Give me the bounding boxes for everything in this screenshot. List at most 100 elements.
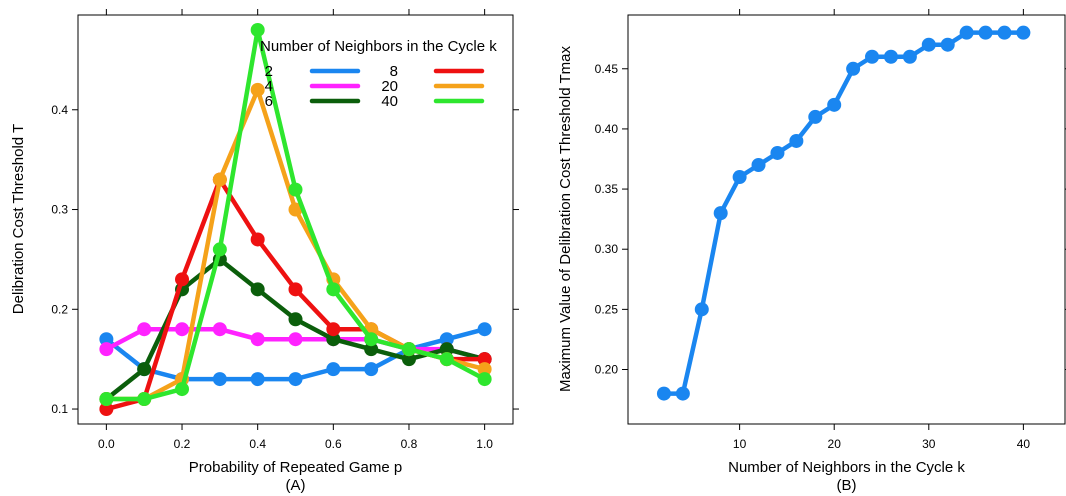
series-k-40 <box>99 22 492 407</box>
data-point <box>978 25 993 40</box>
x-tick-label: 1.0 <box>476 437 493 451</box>
data-point <box>250 282 265 297</box>
data-point <box>175 322 190 337</box>
data-point <box>212 322 227 337</box>
data-point <box>288 372 303 387</box>
data-point <box>212 172 227 187</box>
y-axis-label: Delibration Cost Threshold T <box>10 124 27 314</box>
data-point <box>959 25 974 40</box>
series-tmax <box>656 25 1031 401</box>
y-tick-label: 0.30 <box>595 242 619 256</box>
data-point <box>477 362 492 377</box>
y-tick-label: 0.2 <box>51 302 68 316</box>
data-point <box>1016 25 1031 40</box>
data-point <box>175 272 190 287</box>
data-point <box>439 342 454 357</box>
data-point <box>477 372 492 387</box>
data-point <box>288 182 303 197</box>
plot-frame <box>627 14 1066 425</box>
data-point <box>364 362 379 377</box>
y-tick-label: 0.40 <box>595 122 619 136</box>
data-point <box>250 22 265 37</box>
data-point <box>288 332 303 347</box>
x-tick-label: 20 <box>828 437 842 451</box>
data-point <box>99 392 114 407</box>
data-point <box>99 342 114 357</box>
y-tick-label: 0.3 <box>51 203 68 217</box>
data-point <box>364 332 379 347</box>
y-tick-label: 0.20 <box>595 363 619 377</box>
data-point <box>997 25 1012 40</box>
data-point <box>364 342 379 357</box>
data-point <box>137 392 152 407</box>
data-point <box>770 145 785 160</box>
data-point <box>250 372 265 387</box>
legend-title: Number of Neighbors in the Cycle k <box>260 38 497 55</box>
x-tick-label: 30 <box>922 437 936 451</box>
y-axis-label: Maximum Value of Delibration Cost Thresh… <box>557 46 574 392</box>
data-point <box>713 206 728 221</box>
data-point <box>675 386 690 401</box>
data-point <box>137 322 152 337</box>
panel-b: 10 20 30 40 0.20 0.25 0.30 0.35 0.40 0.45 Number o… <box>557 9 1066 494</box>
data-point <box>175 382 190 397</box>
data-point <box>656 386 671 401</box>
y-tick-label: 0.4 <box>51 103 68 117</box>
legend-label: 6 <box>265 93 273 110</box>
x-tick-label: 40 <box>1017 437 1031 451</box>
data-point <box>212 242 227 257</box>
data-point <box>326 362 341 377</box>
data-point <box>212 372 227 387</box>
data-point <box>326 282 341 297</box>
data-point <box>439 332 454 347</box>
legend-label: 8 <box>390 63 398 80</box>
y-tick-label: 0.25 <box>595 302 619 316</box>
data-point <box>326 332 341 347</box>
legend-label: 2 <box>265 63 273 80</box>
panel-a: 0.0 0.2 0.4 0.6 0.8 1.0 0.1 0.2 0.3 0.4 Probabilit… <box>10 9 519 494</box>
y-tick-label: 0.35 <box>595 182 619 196</box>
data-point <box>808 109 823 124</box>
x-tick-label: 0.2 <box>174 437 191 451</box>
data-point <box>288 312 303 327</box>
y-tick-label: 0.45 <box>595 62 619 76</box>
data-point <box>751 158 766 173</box>
data-point <box>732 170 747 185</box>
data-point <box>789 133 804 148</box>
data-point <box>288 202 303 217</box>
legend-label: 20 <box>381 78 398 95</box>
panel-caption: (A) <box>286 477 306 494</box>
data-point <box>940 37 955 52</box>
data-point <box>694 302 709 317</box>
plot-frame <box>77 14 514 425</box>
x-tick-label: 0.6 <box>325 437 342 451</box>
x-tick-label: 0.4 <box>249 437 266 451</box>
x-tick-label: 0.8 <box>401 437 418 451</box>
data-point <box>250 232 265 247</box>
data-point <box>846 61 861 76</box>
data-point <box>137 362 152 377</box>
data-point <box>99 332 114 347</box>
data-point <box>439 352 454 367</box>
y-tick-label: 0.1 <box>51 402 68 416</box>
data-point <box>477 322 492 337</box>
data-point <box>477 352 492 367</box>
legend-label: 40 <box>381 93 398 110</box>
legend-label: 4 <box>265 78 273 95</box>
panel-caption: (B) <box>837 477 857 494</box>
x-axis-label: Number of Neighbors in the Cycle k <box>728 459 965 476</box>
data-point <box>326 322 341 337</box>
data-point <box>401 342 416 357</box>
data-point <box>401 352 416 367</box>
x-axis-label: Probability of Repeated Game p <box>189 459 402 476</box>
data-point <box>902 49 917 64</box>
data-point <box>250 332 265 347</box>
legend: Number of Neighbors in the Cycle k 246 820… <box>260 38 497 110</box>
x-tick-label: 10 <box>733 437 747 451</box>
data-point <box>288 282 303 297</box>
data-point <box>827 97 842 112</box>
data-point <box>883 49 898 64</box>
x-tick-label: 0.0 <box>98 437 115 451</box>
